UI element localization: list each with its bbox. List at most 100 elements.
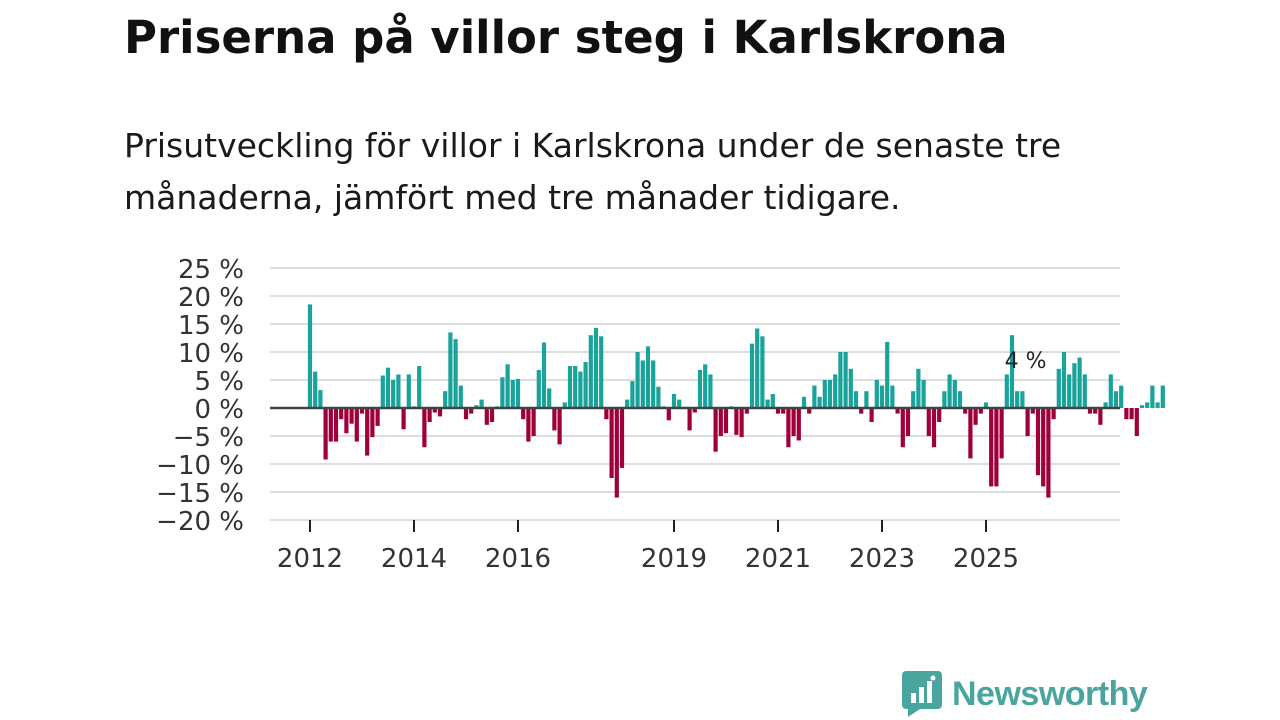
bar [812,385,817,408]
bar [531,408,536,436]
bar [339,408,344,420]
bar [328,408,333,442]
y-tick-label: −10 % [156,451,244,481]
bar [931,408,937,448]
bar [614,408,619,498]
bar [677,399,682,408]
bar [552,408,557,431]
bar [1067,374,1072,408]
bar [344,408,349,434]
x-tick-label: 2016 [485,544,551,574]
bar [1041,408,1046,487]
chart-title: Priserna på villor steg i Karlskrona [124,11,1008,64]
x-tick-label: 2023 [849,544,915,574]
bar [848,368,853,408]
bar [770,394,775,408]
bar [380,375,385,408]
bar [1020,391,1025,408]
bar [427,408,432,422]
axis-labels: 25 %20 %15 %10 %5 %0 %−5 %−10 %−15 %−20 … [156,255,1046,574]
bar [1139,405,1145,408]
bar [791,408,796,436]
bar [952,380,957,408]
bar [318,390,323,408]
bar [1124,408,1129,420]
bar [422,408,427,448]
bar [469,408,474,414]
bar [557,408,562,445]
bar [521,408,526,420]
y-tick-label: −5 % [173,423,244,453]
bar [619,408,625,468]
bar [333,408,339,442]
bar [744,408,749,414]
bar [723,408,729,434]
bar [640,360,645,408]
bar [822,380,827,408]
bar [1051,408,1056,420]
bar [1015,391,1020,408]
bar [666,408,671,421]
bar [1009,335,1015,408]
bar [1025,408,1030,436]
bar [937,408,942,422]
bar [656,386,661,408]
bar [692,408,697,413]
bar [1113,391,1119,408]
bar [453,339,458,408]
bar [375,408,380,426]
bar [734,408,739,435]
axes [270,406,1120,532]
bar [349,408,354,424]
chart-subtitle: Prisutveckling för villor i Karlskrona u… [124,126,1062,217]
bar [1082,374,1087,408]
bar [448,332,453,408]
y-tick-label: 10 % [178,339,244,369]
bar [396,374,401,408]
bar [713,408,718,452]
x-tick-label: 2014 [381,544,447,574]
bar [541,342,547,408]
bar [489,408,495,422]
bar [921,380,926,408]
bar [1119,385,1124,408]
bar [1077,357,1082,408]
bar [853,391,859,408]
bar [983,402,989,408]
bar [630,381,635,408]
bar [978,408,983,414]
bar [578,371,583,408]
bar [307,304,313,408]
bar [786,408,791,448]
bar [708,374,713,408]
bar [926,408,931,436]
bar [905,408,911,436]
newsworthy-brand[interactable]: Newsworthy [902,670,1148,718]
bar [1098,408,1103,425]
y-tick-label: 15 % [178,311,244,341]
bar [443,391,448,408]
bar [432,408,437,413]
y-tick-label: 0 % [194,395,244,425]
bar [1035,408,1041,476]
y-tick-label: 5 % [194,367,244,397]
bar [890,385,895,408]
bar [651,360,656,408]
bar [895,408,900,414]
newsworthy-logo-icon [902,671,942,717]
x-tick-label: 2021 [745,544,811,574]
bar [1103,402,1108,408]
bar [869,408,874,422]
bar-series [307,304,1165,498]
x-tick-label: 2019 [641,544,707,574]
bar [1072,363,1077,408]
bar [583,362,588,408]
bar [781,408,786,414]
bar [885,341,890,408]
bar [994,408,999,487]
bar [827,380,833,408]
bar [1134,408,1139,436]
bar [947,374,952,408]
bar [635,352,640,408]
y-tick-label: −20 % [156,507,244,537]
